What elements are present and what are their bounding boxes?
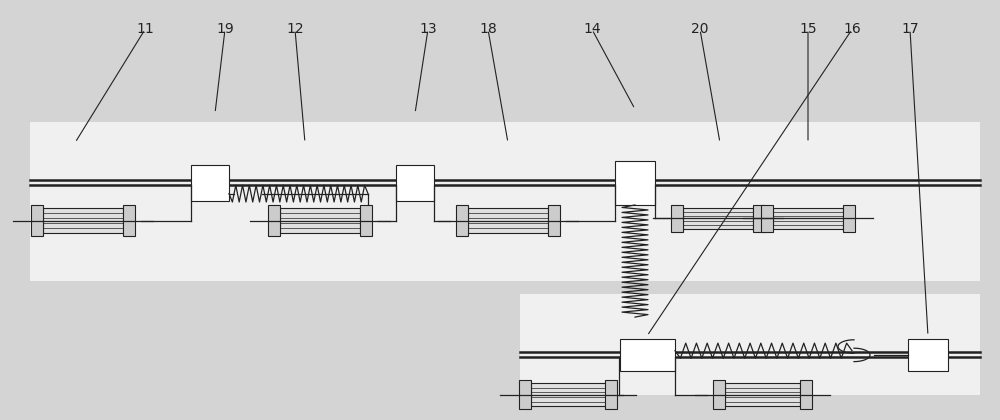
Text: 16: 16 (843, 22, 861, 37)
Bar (123, 205, 135, 236)
Bar (615, 161, 655, 205)
Bar (773, 208, 843, 229)
Bar (31, 205, 43, 236)
Bar (671, 205, 683, 232)
Text: 11: 11 (136, 22, 154, 37)
Bar (712, 381, 724, 409)
Bar (30, 122, 980, 281)
Bar (43, 208, 123, 233)
Bar (761, 205, 773, 232)
Bar (620, 339, 674, 371)
Text: 19: 19 (216, 22, 234, 37)
Bar (520, 294, 980, 395)
Text: 17: 17 (901, 22, 919, 37)
Bar (191, 165, 229, 200)
Bar (800, 381, 812, 409)
Text: 20: 20 (691, 22, 709, 37)
Bar (724, 383, 800, 407)
Bar (360, 205, 372, 236)
Bar (753, 205, 765, 232)
Bar (908, 339, 948, 371)
Text: 13: 13 (419, 22, 437, 37)
Text: 15: 15 (799, 22, 817, 37)
Bar (843, 205, 855, 232)
Bar (683, 208, 753, 229)
Bar (468, 208, 548, 233)
Bar (396, 165, 434, 200)
Bar (456, 205, 468, 236)
Text: 18: 18 (479, 22, 497, 37)
Bar (605, 381, 617, 409)
Text: 14: 14 (583, 22, 601, 37)
Text: 12: 12 (286, 22, 304, 37)
Bar (518, 381, 530, 409)
Bar (530, 383, 606, 407)
Bar (548, 205, 560, 236)
Bar (280, 208, 360, 233)
Bar (268, 205, 280, 236)
